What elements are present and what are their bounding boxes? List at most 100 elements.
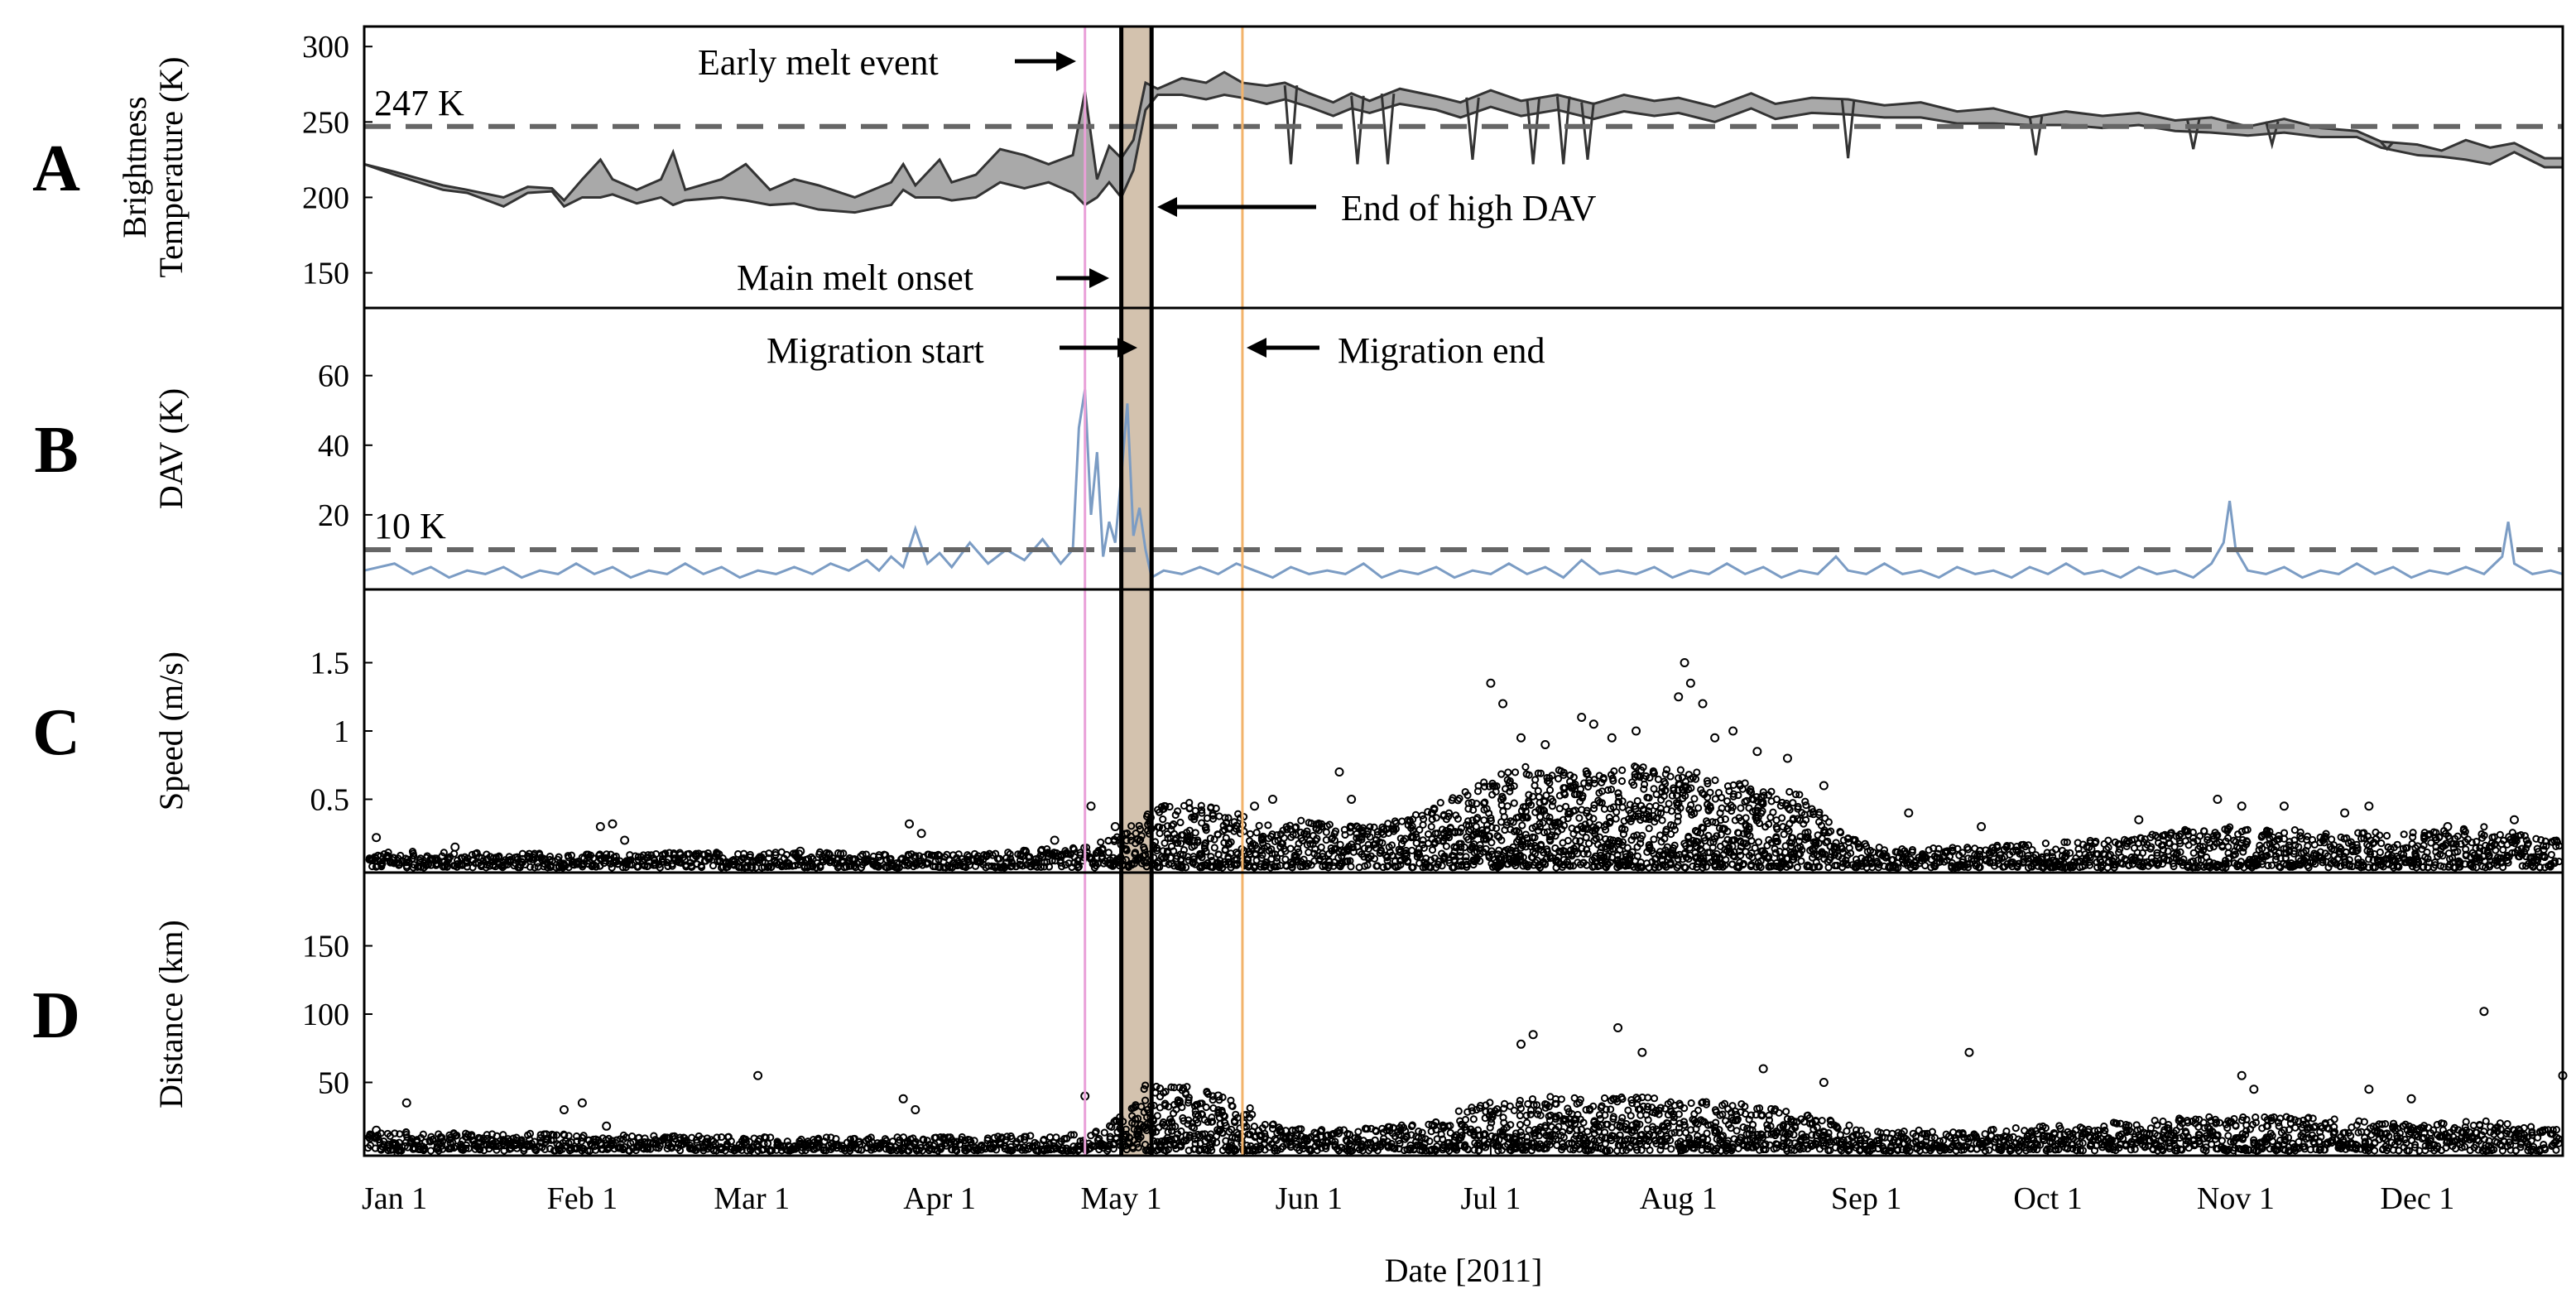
data-marker <box>1224 858 1233 866</box>
data-marker <box>1170 862 1179 870</box>
data-marker <box>2224 843 2232 851</box>
data-marker <box>1674 812 1682 820</box>
data-marker <box>1497 836 1506 844</box>
outlier-marker <box>1588 719 1598 729</box>
data-marker <box>1201 839 1209 848</box>
data-marker <box>1363 861 1372 869</box>
data-marker <box>1640 780 1649 789</box>
data-marker <box>1469 1115 1478 1123</box>
outlier-marker <box>2364 801 2374 811</box>
data-marker <box>1343 857 1351 865</box>
data-marker <box>1584 782 1593 791</box>
data-marker <box>1387 841 1396 849</box>
data-marker <box>1317 843 1325 852</box>
data-marker <box>1649 768 1657 777</box>
data-marker <box>633 863 642 871</box>
data-marker <box>545 853 555 861</box>
data-marker <box>1576 837 1584 845</box>
data-marker <box>1133 834 1141 843</box>
data-marker <box>1551 832 1560 840</box>
data-marker <box>1670 841 1679 849</box>
data-marker <box>1546 854 1555 863</box>
data-marker <box>1056 856 1065 864</box>
data-marker <box>1514 813 1523 821</box>
data-marker <box>807 853 815 862</box>
data-marker <box>1709 818 1717 826</box>
data-marker <box>1411 810 1420 819</box>
data-marker <box>1506 787 1514 796</box>
data-marker <box>560 859 568 868</box>
data-marker <box>1540 828 1549 837</box>
data-marker <box>1300 855 1308 863</box>
data-marker <box>444 854 453 863</box>
data-marker <box>1638 831 1646 839</box>
data-marker <box>582 850 591 858</box>
data-marker <box>1793 863 1801 872</box>
data-marker <box>1424 839 1433 848</box>
outlier-marker <box>1050 835 1060 845</box>
data-marker <box>1645 825 1653 833</box>
data-marker <box>1272 854 1281 862</box>
data-marker <box>1394 862 1402 871</box>
data-marker <box>881 863 890 871</box>
data-marker <box>1575 790 1584 799</box>
data-marker <box>1648 846 1656 855</box>
data-marker <box>1224 854 1233 863</box>
data-marker <box>1424 830 1433 839</box>
data-marker <box>1691 849 1699 857</box>
data-marker <box>1454 828 1462 836</box>
data-marker <box>1547 795 1555 803</box>
data-marker <box>1637 863 1646 872</box>
data-marker <box>1667 830 1675 839</box>
data-marker <box>1165 802 1174 811</box>
data-marker <box>1122 836 1131 844</box>
data-marker <box>1503 802 1511 810</box>
data-marker <box>612 856 621 865</box>
data-marker <box>1188 843 1196 851</box>
data-marker <box>1634 810 1642 818</box>
data-marker <box>1133 856 1141 864</box>
data-marker <box>1715 824 1724 832</box>
data-marker <box>1729 852 1737 860</box>
data-marker <box>1554 775 1563 783</box>
data-marker <box>1354 1128 1362 1136</box>
data-marker <box>1297 834 1305 843</box>
data-marker <box>1658 816 1666 825</box>
data-marker <box>1036 852 1045 860</box>
data-marker <box>1202 848 1210 856</box>
data-marker <box>1729 790 1738 798</box>
data-marker <box>1713 832 1721 840</box>
data-marker <box>1383 857 1391 865</box>
data-marker <box>443 863 451 871</box>
data-marker <box>1593 862 1602 871</box>
data-marker <box>1364 844 1372 853</box>
data-marker <box>1191 829 1199 837</box>
data-marker <box>588 863 596 871</box>
data-marker <box>1505 779 1513 787</box>
data-marker <box>782 850 791 859</box>
data-marker <box>1717 830 1725 839</box>
data-marker <box>1499 794 1507 803</box>
data-marker <box>1466 845 1475 854</box>
data-marker <box>1625 806 1633 815</box>
data-marker <box>1403 858 1412 866</box>
data-marker <box>1069 845 1079 854</box>
data-marker <box>1358 850 1366 858</box>
tb-dip <box>1840 99 1856 159</box>
data-marker <box>858 850 867 858</box>
data-marker <box>1207 853 1215 861</box>
data-marker <box>1630 781 1638 789</box>
data-marker <box>1251 849 1260 858</box>
data-marker <box>1464 799 1473 807</box>
outlier-marker <box>1680 658 1689 667</box>
data-marker <box>1329 834 1337 842</box>
data-marker <box>1613 863 1622 872</box>
data-marker <box>2376 848 2384 857</box>
outlier-marker <box>1250 801 1260 811</box>
data-marker <box>1104 849 1113 857</box>
data-marker <box>1624 815 1633 824</box>
data-marker <box>1180 846 1189 854</box>
data-marker <box>1666 861 1675 869</box>
data-marker <box>1378 839 1387 847</box>
